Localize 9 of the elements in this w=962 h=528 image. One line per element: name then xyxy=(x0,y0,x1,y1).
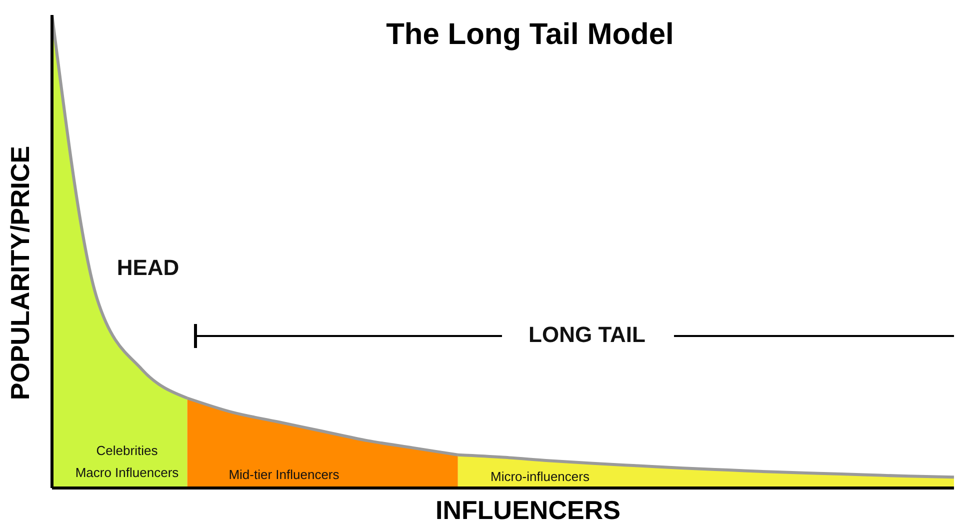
annotation: Celebrities xyxy=(95,442,159,458)
y-axis-title: POPULARITY/PRICE xyxy=(5,144,35,402)
annotation: LONG TAIL xyxy=(528,322,646,348)
chart-title: The Long Tail Model xyxy=(385,18,675,52)
x-axis-title: INFLUENCERS xyxy=(434,495,622,526)
annotation: Macro Influencers xyxy=(75,464,179,480)
annotation: Micro-influencers xyxy=(490,468,590,484)
annotation: HEAD xyxy=(116,255,180,280)
annotation: Mid-tier Influencers xyxy=(228,466,340,482)
